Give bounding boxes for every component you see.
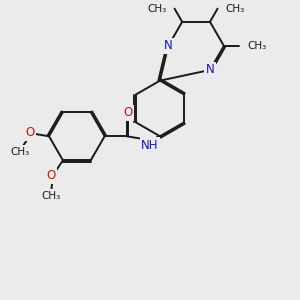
Text: NH: NH [141, 139, 159, 152]
Text: CH₃: CH₃ [226, 4, 245, 14]
Text: N: N [164, 39, 172, 52]
Text: CH₃: CH₃ [147, 4, 167, 14]
Text: CH₃: CH₃ [42, 191, 61, 201]
Text: CH₃: CH₃ [11, 147, 30, 157]
Text: O: O [26, 126, 34, 139]
Text: O: O [123, 106, 132, 119]
Text: O: O [46, 169, 56, 182]
Text: CH₃: CH₃ [247, 41, 266, 51]
Text: N: N [206, 64, 214, 76]
